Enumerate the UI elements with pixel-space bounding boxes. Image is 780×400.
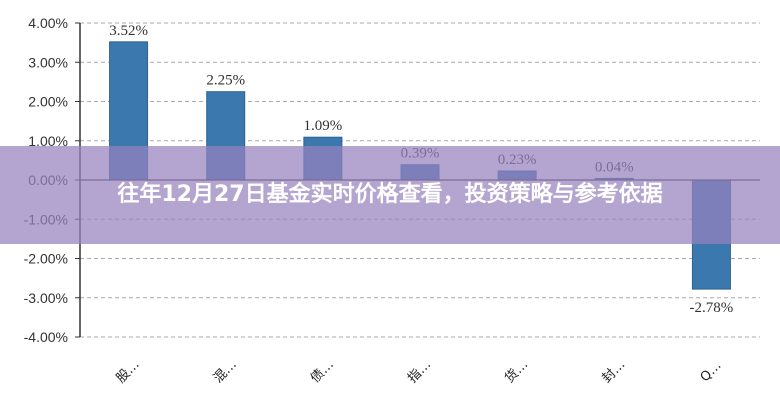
x-category-label: 混… [211,357,240,386]
y-tick-label: 1.00% [28,133,68,149]
x-category-label: Q… [698,358,725,385]
x-axis-category-labels: 股… 混… 债… 指… 货… 封… Q… [114,356,725,386]
data-label: 1.09% [303,118,342,134]
data-label: 2.25% [206,73,245,89]
y-tick-label: 2.00% [28,94,68,110]
data-label: 3.52% [109,23,148,39]
data-label: -2.78% [690,300,734,316]
y-tick-label: 4.00% [28,15,68,31]
x-category-label: 货… [502,356,532,386]
y-tick-label: -2.00% [24,251,68,267]
x-category-label: 封… [599,357,628,386]
y-tick-label: 3.00% [28,54,68,70]
gridlines [75,22,760,338]
x-category-label: 债… [308,357,337,386]
y-tick-label: -4.00% [24,329,68,345]
y-tick-label: -3.00% [24,290,68,306]
overlay-title: 往年12月27日基金实时价格查看，投资策略与参考依据 [117,182,663,207]
x-category-label: 股… [114,357,143,386]
x-category-label: 指… [405,357,434,386]
title-overlay-banner: 往年12月27日基金实时价格查看，投资策略与参考依据 [0,146,780,244]
